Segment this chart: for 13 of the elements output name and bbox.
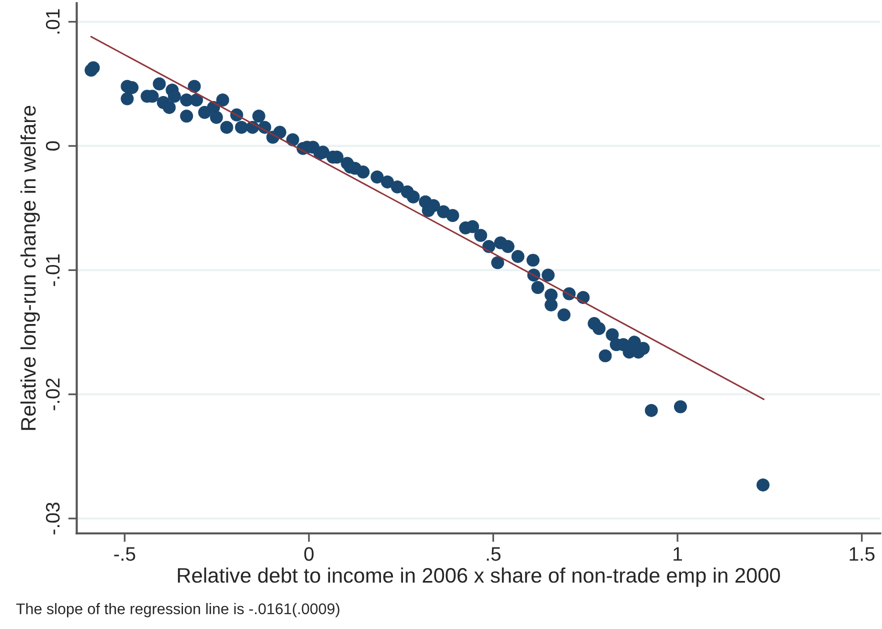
y-tick-label: 0 [46, 141, 60, 151]
x-axis-title: Relative debt to income in 2006 x share of non-trade emp in 2000 [178, 567, 780, 587]
y-axis-title: Relative long-run change in welfare [20, 106, 40, 430]
x-tick-label: -.5 [114, 547, 136, 561]
x-tick-label: .5 [486, 547, 501, 561]
y-tick-label: .01 [46, 9, 60, 34]
x-tick-label: 0 [304, 547, 314, 561]
y-tick-label: -.02 [46, 378, 60, 410]
y-tick-label: -.01 [46, 254, 60, 286]
text: The slope of the regression line is -.0161(.0009) [16, 603, 340, 618]
x-tick-label: 1.5 [850, 547, 875, 561]
y-tick-label: -.03 [46, 502, 60, 534]
x-tick-label: 1 [674, 547, 682, 561]
